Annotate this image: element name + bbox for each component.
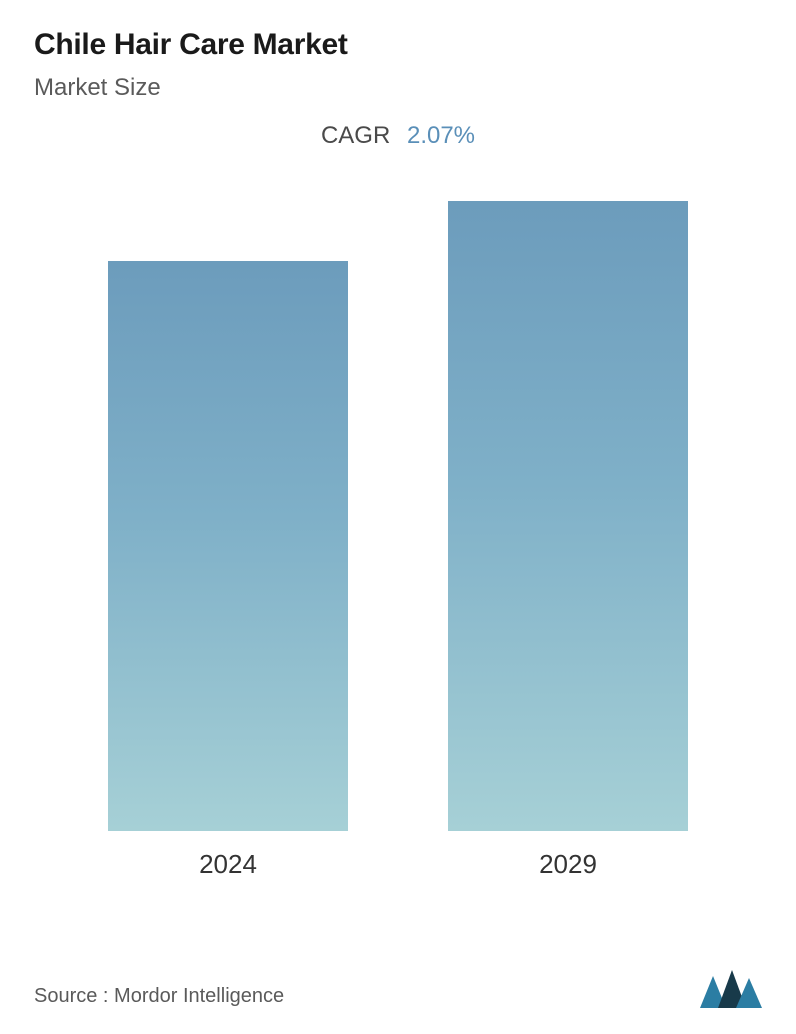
bar-group: 2024 <box>108 261 348 880</box>
chart-subtitle: Market Size <box>34 74 762 102</box>
bar-group: 2029 <box>448 201 688 880</box>
bar-2029 <box>448 201 688 831</box>
bar-chart: 2024 2029 <box>34 180 762 880</box>
bar-2024 <box>108 261 348 831</box>
source-text: Source : Mordor Intelligence <box>34 985 284 1008</box>
card-footer: Source : Mordor Intelligence <box>34 968 762 1008</box>
bar-label: 2024 <box>199 849 257 880</box>
market-summary-card: Chile Hair Care Market Market Size CAGR … <box>0 0 796 1034</box>
bar-label: 2029 <box>539 849 597 880</box>
mordor-logo-icon <box>700 968 762 1008</box>
cagr-row: CAGR 2.07% <box>34 122 762 150</box>
cagr-value: 2.07% <box>407 122 475 149</box>
cagr-label: CAGR <box>321 122 390 149</box>
chart-title: Chile Hair Care Market <box>34 28 762 62</box>
